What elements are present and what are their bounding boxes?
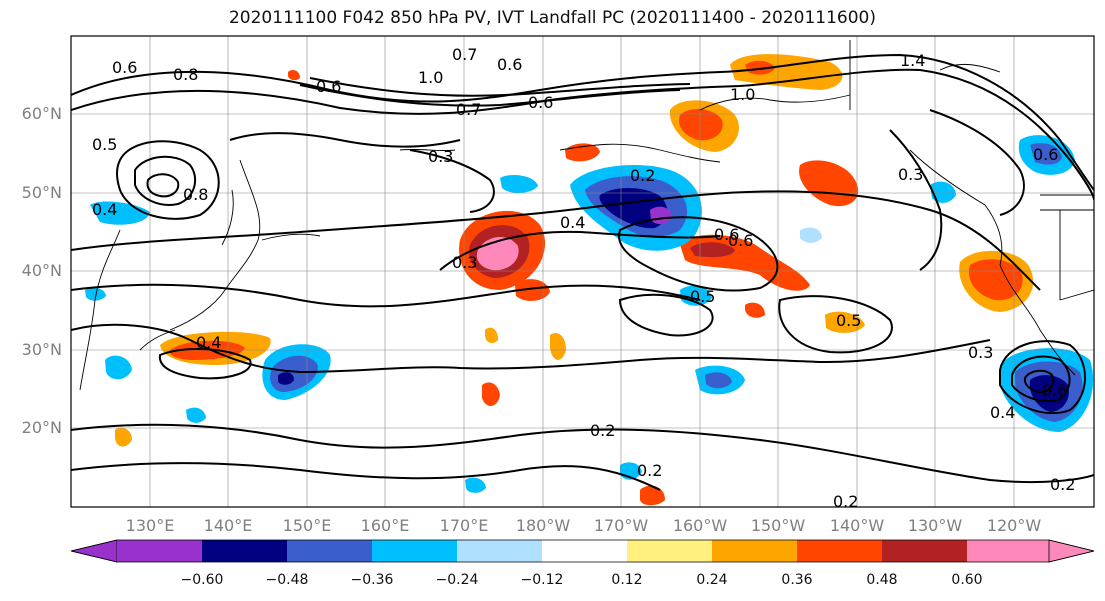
- longitude-label: 160°W: [672, 516, 728, 535]
- latitude-label: 40°N: [21, 261, 62, 280]
- colorbar-bin: [882, 540, 967, 562]
- longitude-label: 180°W: [515, 516, 571, 535]
- contour-label: 0.5: [836, 311, 861, 330]
- contour-label: 0.7: [456, 100, 481, 119]
- latitude-label: 50°N: [21, 183, 62, 202]
- colorbar-tick-label: −0.48: [265, 572, 309, 588]
- contour-label: 1.0: [418, 68, 443, 87]
- colorbar-bin: [542, 540, 627, 562]
- longitude-label: 150°W: [750, 516, 806, 535]
- longitude-label: 120°W: [986, 516, 1042, 535]
- colorbar-bin: [117, 540, 202, 562]
- colorbar-tick-label: 0.12: [611, 572, 643, 588]
- contour-label: 0.6: [1042, 381, 1067, 400]
- colorbar-extend-low: [70, 539, 118, 563]
- chart-title: 2020111100 F042 850 hPa PV, IVT Landfall…: [228, 8, 876, 28]
- latitude-label: 60°N: [21, 104, 62, 123]
- colorbar-bin: [457, 540, 542, 562]
- colorbar-tick-label: 0.48: [866, 572, 898, 588]
- contour-label: 0.2: [630, 166, 655, 185]
- contour-label: 0.6: [728, 231, 753, 250]
- contour-label: 0.7: [452, 45, 477, 64]
- colorbar-extend-high: [1048, 539, 1095, 563]
- contour-label: 0.2: [1050, 475, 1075, 494]
- longitude-label: 170°E: [439, 516, 489, 535]
- contour-label: 0.2: [590, 421, 615, 440]
- colorbar-tick-label: −0.36: [350, 572, 394, 588]
- colorbar-bin: [372, 540, 457, 562]
- pv-contours: [71, 53, 1094, 491]
- contour-label: 0.6: [528, 93, 553, 112]
- colorbar-bin: [712, 540, 797, 562]
- contour-label: 0.8: [183, 185, 208, 204]
- longitude-label: 160°E: [360, 516, 410, 535]
- contour-label: 0.2: [833, 492, 858, 511]
- contour-label: 0.2: [637, 461, 662, 480]
- colorbar-tick-label: 0.60: [951, 572, 983, 588]
- contour-label: 0.5: [690, 287, 715, 306]
- contour-label: 0.5: [92, 135, 117, 154]
- coastlines: [79, 40, 1094, 391]
- contour-label: 0.4: [990, 403, 1015, 422]
- contour-label: 0.4: [196, 333, 221, 352]
- longitude-label: 130°W: [907, 516, 963, 535]
- longitude-label: 150°E: [282, 516, 332, 535]
- colorbar-tick-label: 0.36: [781, 572, 813, 588]
- contour-label: 0.6: [1033, 145, 1058, 164]
- contour-label: 0.6: [112, 58, 137, 77]
- contour-label: 1.4: [900, 51, 925, 70]
- contour-label: 0.4: [560, 213, 585, 232]
- colorbar: [70, 539, 1095, 563]
- colorbar-bin: [202, 540, 287, 562]
- longitude-label: 170°W: [593, 516, 649, 535]
- colorbar-bin: [627, 540, 712, 562]
- longitude-label: 130°E: [125, 516, 175, 535]
- contour-label: 0.3: [898, 165, 923, 184]
- colorbar-tick-label: 0.24: [696, 572, 728, 588]
- contour-label: 0.8: [173, 65, 198, 84]
- colorbar-bin: [287, 540, 372, 562]
- colorbar-bin: [797, 540, 882, 562]
- contour-label: 0.3: [452, 253, 477, 272]
- colorbar-tick-label: −0.24: [435, 572, 479, 588]
- contour-label: 0.6: [497, 55, 522, 74]
- contour-label: 0.3: [428, 147, 453, 166]
- map-frame: [70, 35, 1095, 508]
- contour-label: 0.3: [968, 343, 993, 362]
- contour-label: 1.0: [730, 85, 755, 104]
- contour-label: 0.6: [316, 77, 341, 96]
- colorbar-tick-label: −0.12: [520, 572, 564, 588]
- longitude-label: 140°W: [829, 516, 885, 535]
- colorbar-bin: [967, 540, 1049, 562]
- gridlines: [71, 36, 1094, 507]
- contour-labels: 0.6 0.8 0.6 0.7 0.6 1.0 0.7 0.6 1.0 1.4 …: [92, 45, 1075, 511]
- longitude-label: 140°E: [203, 516, 253, 535]
- latitude-label: 20°N: [21, 418, 62, 437]
- colorbar-outline: [70, 539, 1095, 563]
- latitude-label: 30°N: [21, 340, 62, 359]
- map-plot-area: 0.6 0.8 0.6 0.7 0.6 1.0 0.7 0.6 1.0 1.4 …: [71, 36, 1094, 511]
- contour-label: 0.4: [92, 200, 117, 219]
- colorbar-tick-label: −0.60: [180, 572, 224, 588]
- contour-label: 0.6: [714, 225, 739, 244]
